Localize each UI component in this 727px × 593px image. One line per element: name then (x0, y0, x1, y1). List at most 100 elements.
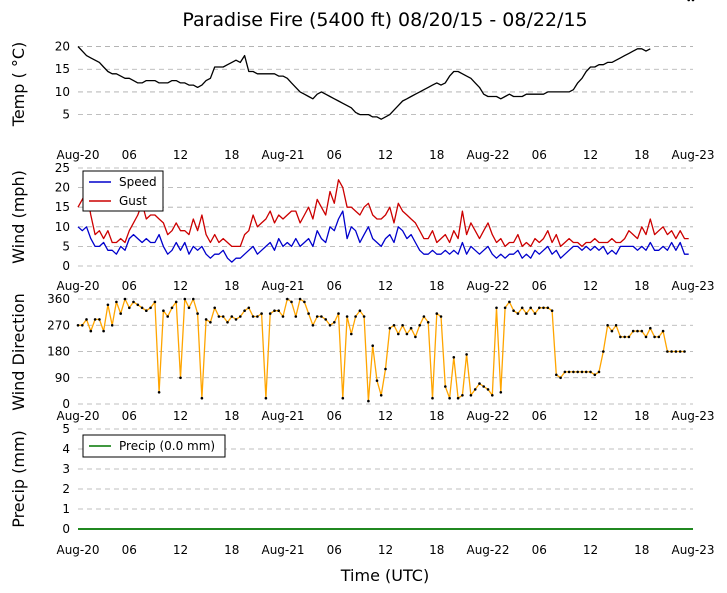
direction-point (435, 312, 439, 315)
direction-point (384, 367, 387, 371)
direction-point (128, 306, 131, 310)
direction-point (192, 297, 195, 301)
x-tick-label-direction: 06 (532, 409, 547, 423)
x-tick-label-temp: 18 (634, 148, 649, 162)
direction-point (555, 373, 558, 377)
direction-point (495, 306, 498, 310)
direction-point (281, 315, 285, 318)
direction-point (619, 335, 622, 339)
direction-point (333, 321, 336, 324)
direction-point (418, 324, 422, 327)
y-tick-label-temp: 10 (55, 85, 70, 99)
y-axis-label-precip: Precip (mm) (9, 430, 28, 528)
direction-point (486, 388, 490, 391)
direction-point (478, 382, 481, 385)
direction-point (636, 329, 639, 333)
direction-point (503, 306, 507, 310)
y-tick-label-direction: 270 (47, 318, 70, 332)
direction-point (350, 332, 353, 336)
direction-point (439, 315, 443, 318)
x-tick-label-precip: Aug-20 (56, 543, 99, 557)
direction-point (397, 332, 400, 336)
y-tick-label-precip: 5 (62, 422, 70, 436)
x-tick-label-precip: 06 (532, 543, 547, 557)
direction-point (392, 324, 396, 327)
x-tick-label-precip: Aug-22 (466, 543, 509, 557)
direction-point (286, 297, 289, 301)
direction-point (683, 350, 686, 353)
direction-point (345, 315, 349, 318)
direction-point (623, 335, 626, 339)
direction-point (81, 324, 84, 327)
direction-point (572, 370, 575, 374)
y-tick-label-direction: 0 (62, 397, 70, 411)
direction-point (243, 309, 246, 313)
direction-point (674, 350, 678, 353)
direction-point (170, 306, 174, 310)
direction-point (93, 318, 97, 321)
direction-point (657, 335, 661, 339)
direction-point (461, 394, 464, 397)
direction-point (204, 318, 208, 321)
direction-point (678, 350, 682, 353)
x-tick-label-precip: Aug-23 (671, 543, 714, 557)
direction-point (602, 350, 605, 353)
direction-point (661, 329, 665, 333)
direction-point (431, 396, 434, 400)
y-tick-label-wind: 10 (55, 220, 70, 234)
direction-point (354, 315, 357, 318)
direction-point (379, 394, 383, 397)
y-axis-label-wind: Wind (mph) (9, 170, 28, 264)
direction-point (256, 315, 259, 318)
x-tick-label-temp: Aug-22 (466, 148, 509, 162)
x-tick-label-wind: 18 (224, 279, 239, 293)
x-tick-label-wind: 06 (327, 279, 342, 293)
direction-point (136, 303, 140, 307)
direction-point (162, 309, 165, 313)
y-axis-label-direction: Wind Direction (9, 293, 28, 411)
x-tick-label-direction: 12 (583, 409, 598, 423)
x-tick-label-direction: 12 (173, 409, 188, 423)
direction-point (200, 396, 204, 400)
x-tick-label-precip: 12 (583, 543, 598, 557)
x-tick-label-temp: 18 (429, 148, 444, 162)
direction-point (217, 315, 221, 318)
direction-point (606, 324, 609, 327)
direction-point (213, 306, 216, 310)
direction-point (89, 329, 93, 333)
direction-point (469, 394, 473, 397)
direction-point (358, 309, 362, 313)
direction-point (508, 300, 511, 304)
y-tick-label-wind: 25 (55, 161, 70, 175)
x-tick-label-wind: 12 (583, 279, 598, 293)
direction-point (584, 370, 588, 374)
series-line-temp-0 (77, 46, 651, 120)
legend-box-precip (82, 434, 226, 458)
direction-point (183, 297, 187, 301)
direction-point (315, 315, 319, 318)
direction-point (247, 306, 251, 310)
x-tick-label-wind: Aug-22 (466, 279, 509, 293)
direction-point (589, 370, 592, 374)
x-tick-label-precip: 12 (378, 543, 393, 557)
x-tick-label-wind: 06 (122, 279, 137, 293)
y-tick-label-precip: 2 (62, 482, 70, 496)
x-tick-label-temp: 12 (583, 148, 598, 162)
direction-point (221, 315, 225, 318)
direction-point (298, 297, 302, 301)
x-tick-label-direction: 06 (122, 409, 137, 423)
x-tick-label-wind: 06 (532, 279, 547, 293)
chart-title: Paradise Fire (5400 ft) 08/20/15 - 08/22… (182, 9, 587, 31)
legend-label-wind: Gust (119, 194, 147, 208)
direction-point (179, 376, 182, 380)
y-tick-label-temp: 15 (55, 62, 70, 76)
direction-point (448, 396, 451, 400)
direction-point (324, 318, 328, 321)
x-tick-label-precip: 12 (173, 543, 188, 557)
x-tick-label-precip: 06 (327, 543, 342, 557)
x-tick-label-temp: Aug-20 (56, 148, 99, 162)
